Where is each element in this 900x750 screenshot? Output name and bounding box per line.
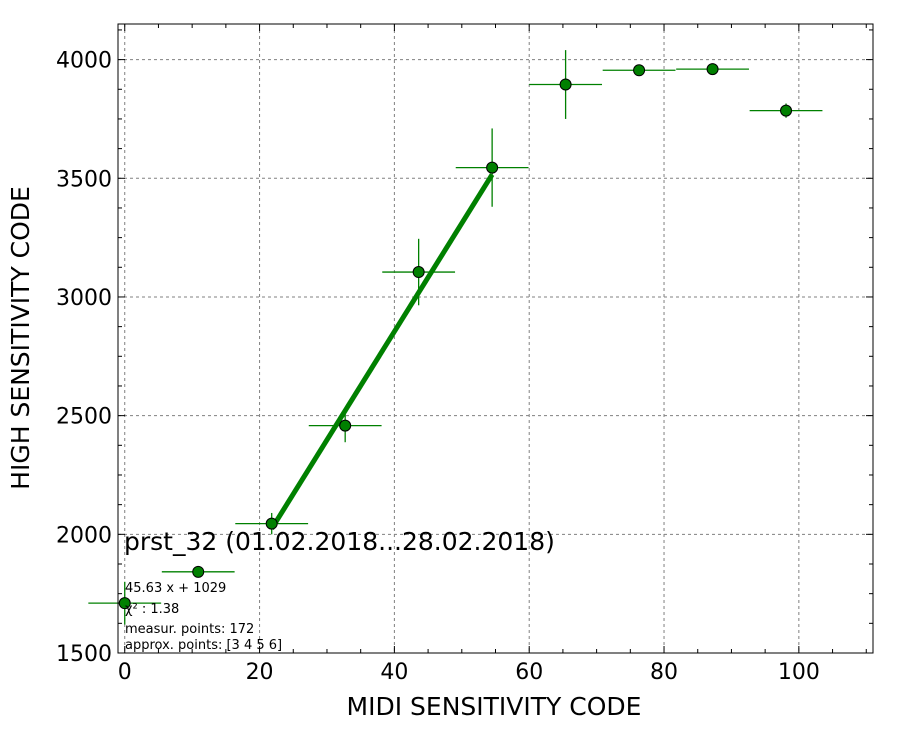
y-tick-label: 2000 <box>56 523 112 548</box>
x-tick-label: 20 <box>246 660 274 685</box>
x-tick-label: 0 <box>118 660 132 685</box>
fit-annotation: χ² : 1.38 <box>125 602 179 617</box>
fit-annotations: 45.63 x + 1029 χ² : 1.38 measur. points: 1… <box>125 581 282 653</box>
grid <box>118 24 873 653</box>
minor-ticks <box>118 24 873 653</box>
y-tick-label: 3000 <box>56 286 112 311</box>
data-point <box>780 104 793 117</box>
y-tick-label: 2500 <box>56 405 112 430</box>
x-tick-labels: 0 20 40 60 80 100 <box>118 660 820 685</box>
data-point <box>559 78 572 91</box>
data-point <box>412 266 425 279</box>
fit-annotation: measur. points: 172 <box>125 622 254 637</box>
fit-line-group <box>269 173 495 531</box>
data-point <box>265 517 278 530</box>
data-point <box>486 161 499 174</box>
x-axis-label: MIDI SENSITIVITY CODE <box>347 692 642 721</box>
major-ticks <box>118 24 873 654</box>
fit-annotation: approx. points: [3 4 5 6] <box>125 638 282 653</box>
fit-line <box>269 173 495 531</box>
data-point <box>192 565 205 578</box>
data-points <box>118 63 793 610</box>
y-tick-label: 1500 <box>56 642 112 667</box>
plot-frame <box>117 23 874 654</box>
data-point <box>706 63 719 76</box>
x-tick-label: 80 <box>650 660 678 685</box>
x-tick-label: 100 <box>778 660 820 685</box>
x-tick-label: 40 <box>380 660 408 685</box>
fit-annotation: 45.63 x + 1029 <box>125 581 226 596</box>
y-tick-labels: 1500 2000 2500 3000 3500 4000 <box>56 49 112 667</box>
y-tick-label: 4000 <box>56 49 112 74</box>
chart-title: prst_32 (01.02.2018...28.02.2018) <box>124 527 555 556</box>
y-axis-label: HIGH SENSITIVITY CODE <box>6 186 35 490</box>
data-point <box>633 64 646 77</box>
data-point <box>118 597 131 610</box>
x-tick-label: 60 <box>515 660 543 685</box>
y-tick-label: 3500 <box>56 167 112 192</box>
data-point <box>339 419 352 432</box>
